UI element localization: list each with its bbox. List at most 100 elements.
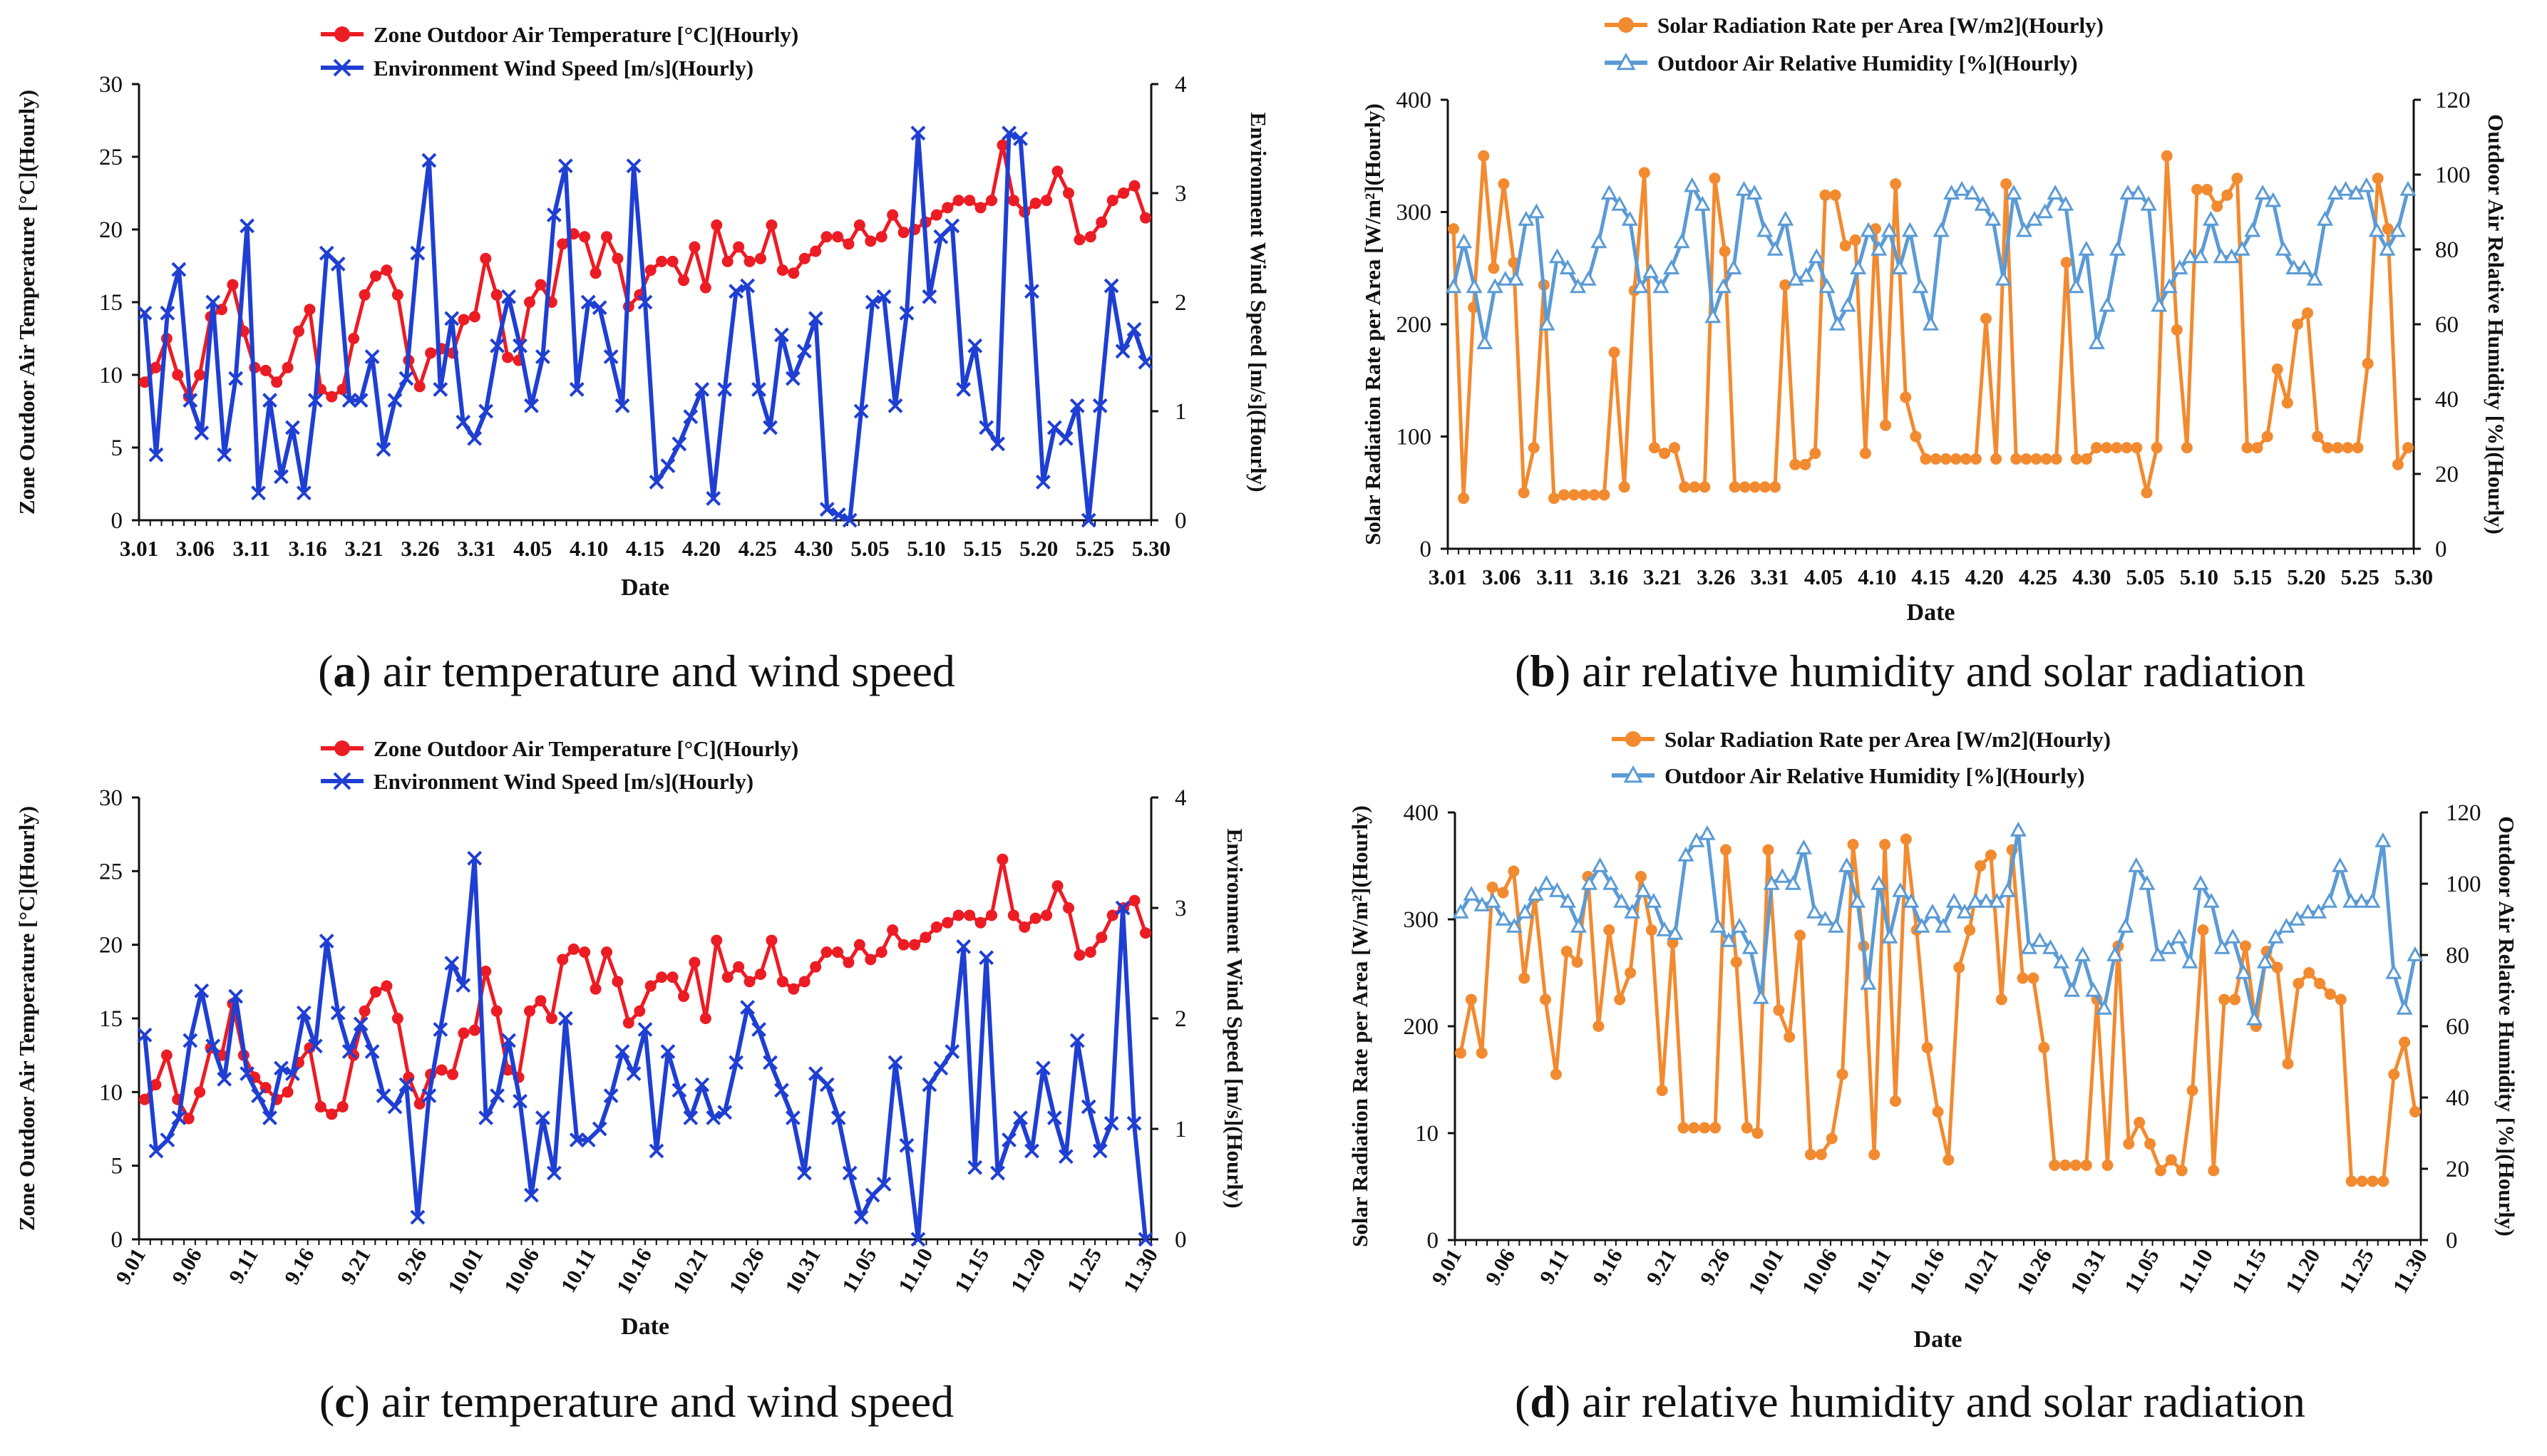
x-axis-title: Date <box>621 1313 669 1340</box>
data-point <box>296 1005 312 1021</box>
data-point <box>612 252 624 264</box>
data-point <box>2267 928 2284 944</box>
data-point <box>1592 857 1609 872</box>
caption-letter: b <box>1530 646 1555 696</box>
data-point <box>2186 1085 2198 1096</box>
data-point <box>689 241 701 253</box>
x-tick-label: 4.20 <box>1965 564 2004 589</box>
data-point <box>1746 185 1763 200</box>
data-point <box>2106 946 2124 961</box>
data-point <box>644 980 657 992</box>
data-point <box>1932 1106 1944 1117</box>
data-point <box>2149 946 2166 961</box>
data-point <box>1990 453 2002 465</box>
data-point <box>353 1016 369 1032</box>
data-point <box>271 376 283 388</box>
data-point <box>2088 334 2105 349</box>
data-point <box>1956 903 1973 919</box>
data-point <box>1126 321 1142 337</box>
data-point <box>2080 1160 2092 1171</box>
data-point <box>956 381 972 397</box>
x-tick-label: 5.15 <box>963 536 1002 561</box>
data-point <box>391 1013 403 1024</box>
data-point <box>678 274 689 286</box>
data-point <box>2310 903 2327 919</box>
right-tick-label: 2 <box>1175 290 1187 316</box>
data-point <box>2218 993 2230 1006</box>
data-point <box>986 195 997 207</box>
data-point <box>2285 259 2302 274</box>
data-point <box>1774 867 1791 883</box>
data-point <box>2154 1165 2166 1177</box>
data-point <box>942 202 954 214</box>
data-point <box>535 1110 550 1125</box>
data-point <box>766 934 778 946</box>
data-point <box>2131 442 2143 454</box>
data-point <box>1818 278 1836 294</box>
data-point <box>2251 442 2263 454</box>
data-point <box>1828 917 1845 933</box>
data-point <box>1881 928 1898 944</box>
data-point <box>1041 909 1053 921</box>
data-point <box>1804 1149 1816 1160</box>
data-point <box>733 241 745 253</box>
data-point <box>1779 279 1791 291</box>
chart-panel-a: 0 5 10 15 20 25 30 0 1 2 3 4 3.01 3.06 3.11 3.16 3.21 3.2… <box>0 0 1273 649</box>
data-point <box>2332 857 2349 872</box>
data-point <box>282 1086 294 1098</box>
data-point <box>421 1088 437 1103</box>
data-point <box>1667 937 1679 949</box>
x-tick-label: 3.16 <box>289 536 327 561</box>
caption-a: (a) air temperature and wind speed <box>318 646 955 696</box>
x-tick-label: 9.11 <box>225 1244 263 1288</box>
data-point <box>137 1027 153 1043</box>
data-point <box>2091 442 2103 454</box>
data-point <box>296 485 312 501</box>
data-point <box>444 311 460 326</box>
x-tick-label: 4.30 <box>795 536 833 561</box>
data-point <box>592 1121 607 1137</box>
data-point <box>820 231 833 243</box>
data-point <box>336 383 349 396</box>
data-point <box>830 507 846 522</box>
data-point <box>634 1005 646 1017</box>
data-point <box>956 939 972 954</box>
data-point <box>1669 442 1681 454</box>
left-tick-label: 0 <box>1427 1228 1439 1254</box>
data-point <box>694 1077 710 1093</box>
data-point <box>1880 222 1898 237</box>
data-point <box>1029 197 1041 210</box>
data-point <box>2151 442 2163 454</box>
data-point <box>2231 172 2243 185</box>
data-point <box>798 252 811 264</box>
data-point <box>567 943 580 955</box>
data-point <box>1063 902 1074 914</box>
data-point <box>875 231 887 243</box>
x-tick-label: 10.06 <box>500 1244 544 1298</box>
data-point <box>1719 844 1732 856</box>
data-point <box>478 403 494 419</box>
data-point <box>333 772 351 790</box>
data-point <box>1013 1110 1028 1125</box>
data-point <box>1548 882 1565 897</box>
data-point <box>182 1112 195 1125</box>
data-point <box>2151 296 2168 312</box>
data-point <box>1465 993 1477 1006</box>
data-point <box>2049 1160 2061 1171</box>
data-point <box>614 398 630 413</box>
data-point <box>1980 313 1992 325</box>
chart-a: 0 5 10 15 20 25 30 0 1 2 3 4 3.01 3.06 3.11 3.16 3.21 3.2… <box>14 22 1271 601</box>
data-point <box>1074 234 1086 246</box>
data-point <box>1935 917 1952 933</box>
data-point <box>785 1110 801 1125</box>
data-point <box>2245 1010 2263 1026</box>
data-point <box>810 961 822 973</box>
data-point <box>1092 398 1108 413</box>
left-tick-label: 25 <box>99 145 123 170</box>
data-point <box>699 1013 711 1024</box>
data-point <box>1759 481 1771 493</box>
chart-panel-b: 0 100 200 300 400 0 20 40 60 80 100 120 3.01 3.06 3.11… <box>1273 0 2547 649</box>
x-tick-label: 3.21 <box>344 536 383 561</box>
